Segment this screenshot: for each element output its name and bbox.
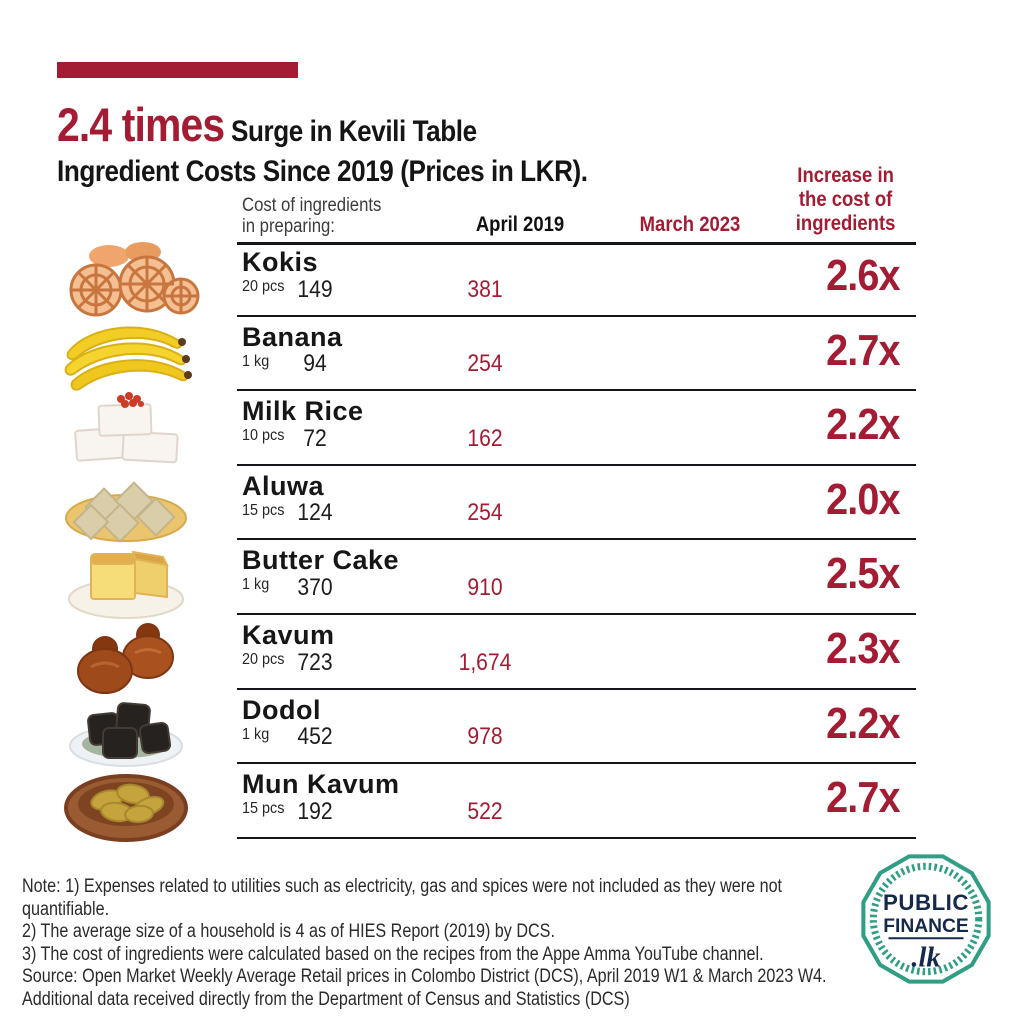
food-name: Butter Cake <box>242 545 400 576</box>
kokis-icon <box>48 236 203 322</box>
table-row-milk-rice: Milk Rice 10 pcs 72 162 2.2x <box>40 391 916 466</box>
food-quantity: 1 kg <box>242 725 270 743</box>
food-name: Banana <box>242 321 343 352</box>
food-name: Kokis <box>242 247 319 277</box>
increase-multiplier: 2.2x <box>826 698 901 748</box>
food-name: Aluwa <box>242 470 325 501</box>
food-quantity: 1 kg <box>242 352 270 370</box>
food-quantity: 20 pcs <box>242 650 285 668</box>
footnote-line: Source: Open Market Weekly Average Retai… <box>22 966 827 987</box>
title-highlight: 2.4 times <box>57 98 225 152</box>
column-header-increase-line2: the cost of <box>798 188 893 211</box>
banana-icon <box>48 311 203 397</box>
table-row-kavum: Kavum 20 pcs 723 1,674 2.3x <box>40 615 916 695</box>
march-2023-value: 254 <box>467 350 503 378</box>
april-2019-value: 723 <box>297 648 333 676</box>
footnote-line: Note: 1) Expenses related to utilities s… <box>22 876 783 897</box>
logo-text-lk: .lk <box>911 943 940 974</box>
table-row-butter-cake: Butter Cake 1 kg 370 910 2.5x <box>40 540 916 619</box>
march-2023-value: 978 <box>467 723 503 751</box>
food-name: Mun Kavum <box>242 769 400 800</box>
food-quantity: 1 kg <box>242 576 270 594</box>
food-name: Kavum <box>242 619 335 650</box>
column-header-item: Cost of ingredients in preparing: <box>242 195 381 237</box>
april-2019-value: 452 <box>297 723 333 751</box>
april-2019-value: 94 <box>303 350 327 378</box>
column-header-item-line1: Cost of ingredients <box>242 195 382 216</box>
march-2023-value: 1,674 <box>458 648 512 676</box>
logo-text-finance: FINANCE <box>883 916 969 937</box>
increase-multiplier: 2.7x <box>826 325 901 375</box>
column-header-increase-line3: ingredients <box>795 212 896 235</box>
column-header-increase: Increase in the cost of ingredients <box>775 164 916 236</box>
publicfinance-lk-logo: PUBLIC FINANCE .lk <box>850 843 1002 1000</box>
increase-multiplier: 2.7x <box>826 773 901 823</box>
table-row-dodol: Dodol 1 kg 452 978 2.2x <box>40 690 916 767</box>
april-2019-value: 124 <box>297 499 333 527</box>
aluwa-icon <box>48 460 203 546</box>
table-row-kokis: Kokis 20 pcs 149 381 2.6x <box>40 242 916 317</box>
column-header-april-2019: April 2019 <box>475 213 565 236</box>
food-quantity: 20 pcs <box>242 278 285 295</box>
title-line2: Ingredient Costs Since 2019 (Prices in L… <box>57 155 588 189</box>
butter-cake-icon <box>48 535 203 621</box>
food-name: Dodol <box>242 694 321 725</box>
table-row-banana: Banana 1 kg 94 254 2.7x <box>40 317 916 392</box>
page-title: 2.4 times Surge in Kevili Table Ingredien… <box>57 101 588 187</box>
april-2019-value: 149 <box>297 275 333 303</box>
food-quantity: 10 pcs <box>242 427 285 445</box>
kavum-icon <box>48 609 203 695</box>
accent-bar <box>57 62 298 78</box>
logo-text-public: PUBLIC <box>883 890 969 915</box>
april-2019-value: 72 <box>303 424 327 452</box>
increase-multiplier: 2.3x <box>826 623 901 673</box>
food-name: Milk Rice <box>242 396 364 427</box>
footnotes: Note: 1) Expenses related to utilities s… <box>22 876 969 1011</box>
footnote-line: Additional data received directly from t… <box>22 988 630 1010</box>
title-rest: Surge in Kevili Table <box>224 115 477 149</box>
april-2019-value: 192 <box>297 797 333 825</box>
increase-multiplier: 2.6x <box>826 251 901 300</box>
march-2023-value: 381 <box>467 275 503 303</box>
footnote-line: quantifiable. <box>22 898 110 920</box>
mun-kavum-icon <box>48 758 203 844</box>
food-quantity: 15 pcs <box>242 800 285 818</box>
increase-multiplier: 2.0x <box>826 474 901 524</box>
table-row-mun-kavum: Mun Kavum 15 pcs 192 522 2.7x <box>40 764 916 843</box>
march-2023-value: 162 <box>467 424 503 452</box>
food-quantity: 15 pcs <box>242 501 285 519</box>
march-2023-value: 910 <box>467 573 503 601</box>
march-2023-value: 522 <box>467 797 503 825</box>
table-header: Cost of ingredients in preparing: April … <box>237 158 916 245</box>
table-row-aluwa: Aluwa 15 pcs 124 254 2.0x <box>40 466 916 543</box>
column-header-march-2023: March 2023 <box>639 213 741 236</box>
dodol-icon <box>48 684 203 770</box>
footnote-line: 2) The average size of a household is 4 … <box>22 921 555 942</box>
april-2019-value: 370 <box>297 573 333 601</box>
increase-multiplier: 2.5x <box>826 549 901 599</box>
column-header-increase-line1: Increase in <box>797 164 894 187</box>
milk-rice-icon <box>48 385 203 471</box>
column-header-item-line2: in preparing: <box>242 216 335 237</box>
footnote-line: 3) The cost of ingredients were calculat… <box>22 943 764 965</box>
table-body: Kokis 20 pcs 149 381 2.6x Banana <box>40 242 916 843</box>
march-2023-value: 254 <box>467 499 503 527</box>
increase-multiplier: 2.2x <box>826 400 901 450</box>
